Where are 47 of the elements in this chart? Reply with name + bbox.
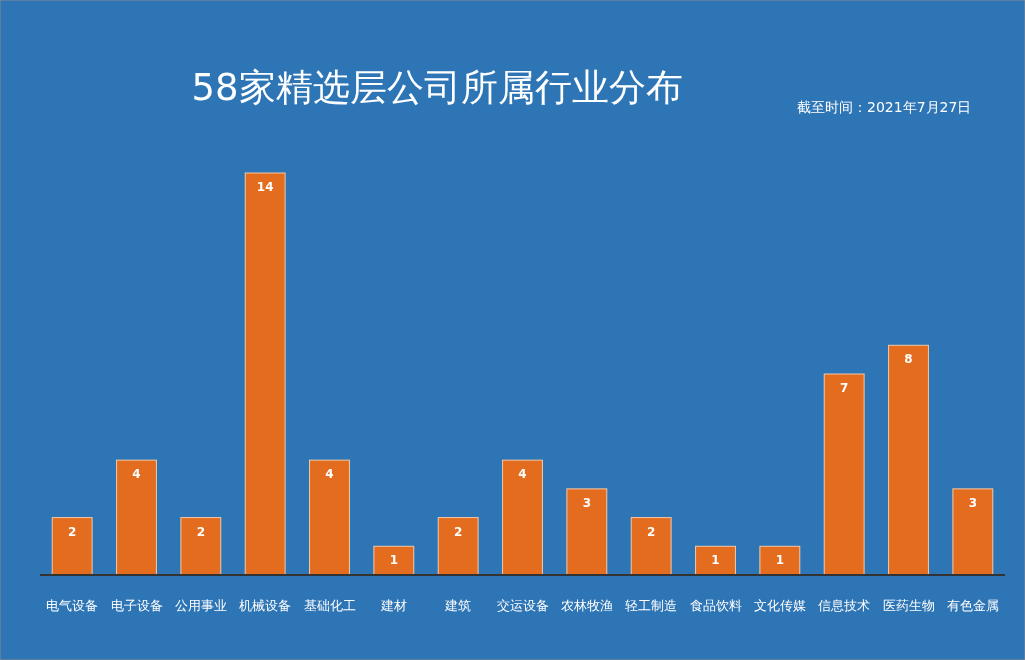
data-label: 2	[453, 524, 463, 539]
x-tick-label: 轻工制造	[625, 598, 678, 613]
data-label: 4	[518, 467, 527, 482]
data-label: 1	[775, 553, 785, 568]
bar	[309, 459, 350, 576]
x-tick-label: 文化传媒	[753, 598, 806, 613]
data-label: 3	[968, 495, 978, 510]
x-tick-label: 电子设备	[110, 598, 163, 613]
data-label: 2	[67, 524, 77, 539]
bar	[695, 545, 736, 576]
x-tick-label: 交运设备	[496, 598, 549, 613]
chart-title: 58家精选层公司所属行业分布	[191, 66, 683, 109]
data-label: 1	[389, 553, 399, 568]
data-label: 14	[256, 180, 274, 194]
data-label: 3	[582, 495, 592, 510]
bar	[180, 517, 222, 576]
x-tick-label: 机械设备	[239, 598, 292, 613]
data-label: 7	[839, 381, 849, 395]
bar	[823, 373, 865, 576]
x-tick-label: 食品饮料	[689, 598, 742, 613]
data-label: 2	[646, 524, 656, 539]
bar	[566, 488, 608, 576]
bar	[630, 517, 672, 576]
bar	[759, 545, 801, 576]
x-tick-label: 信息技术	[818, 598, 871, 613]
text: 截至时间：2021年7月27日	[797, 99, 972, 115]
x-tick-label: 医药生物	[882, 598, 935, 613]
bar	[116, 459, 157, 576]
bar	[51, 517, 93, 576]
x-tick-label: 电气设备	[46, 598, 99, 613]
x-tick-label: 有色金属	[946, 598, 999, 613]
data-label: 8	[904, 352, 913, 367]
bar	[888, 344, 929, 576]
x-tick-label: 建材	[379, 598, 407, 613]
bar	[437, 517, 479, 576]
x-tick-label: 基础化工	[303, 598, 356, 613]
bar	[373, 545, 415, 576]
x-tick-label: 建筑	[444, 598, 472, 613]
bar	[502, 459, 543, 576]
data-label: 4	[325, 467, 334, 482]
bar	[952, 488, 994, 576]
x-tick-label: 农林牧渔	[560, 598, 613, 613]
bar	[244, 172, 286, 576]
x-tick-label: 公用事业	[174, 598, 227, 613]
data-label: 2	[196, 524, 206, 539]
data-label: 1	[711, 553, 720, 568]
data-label: 4	[132, 467, 141, 482]
